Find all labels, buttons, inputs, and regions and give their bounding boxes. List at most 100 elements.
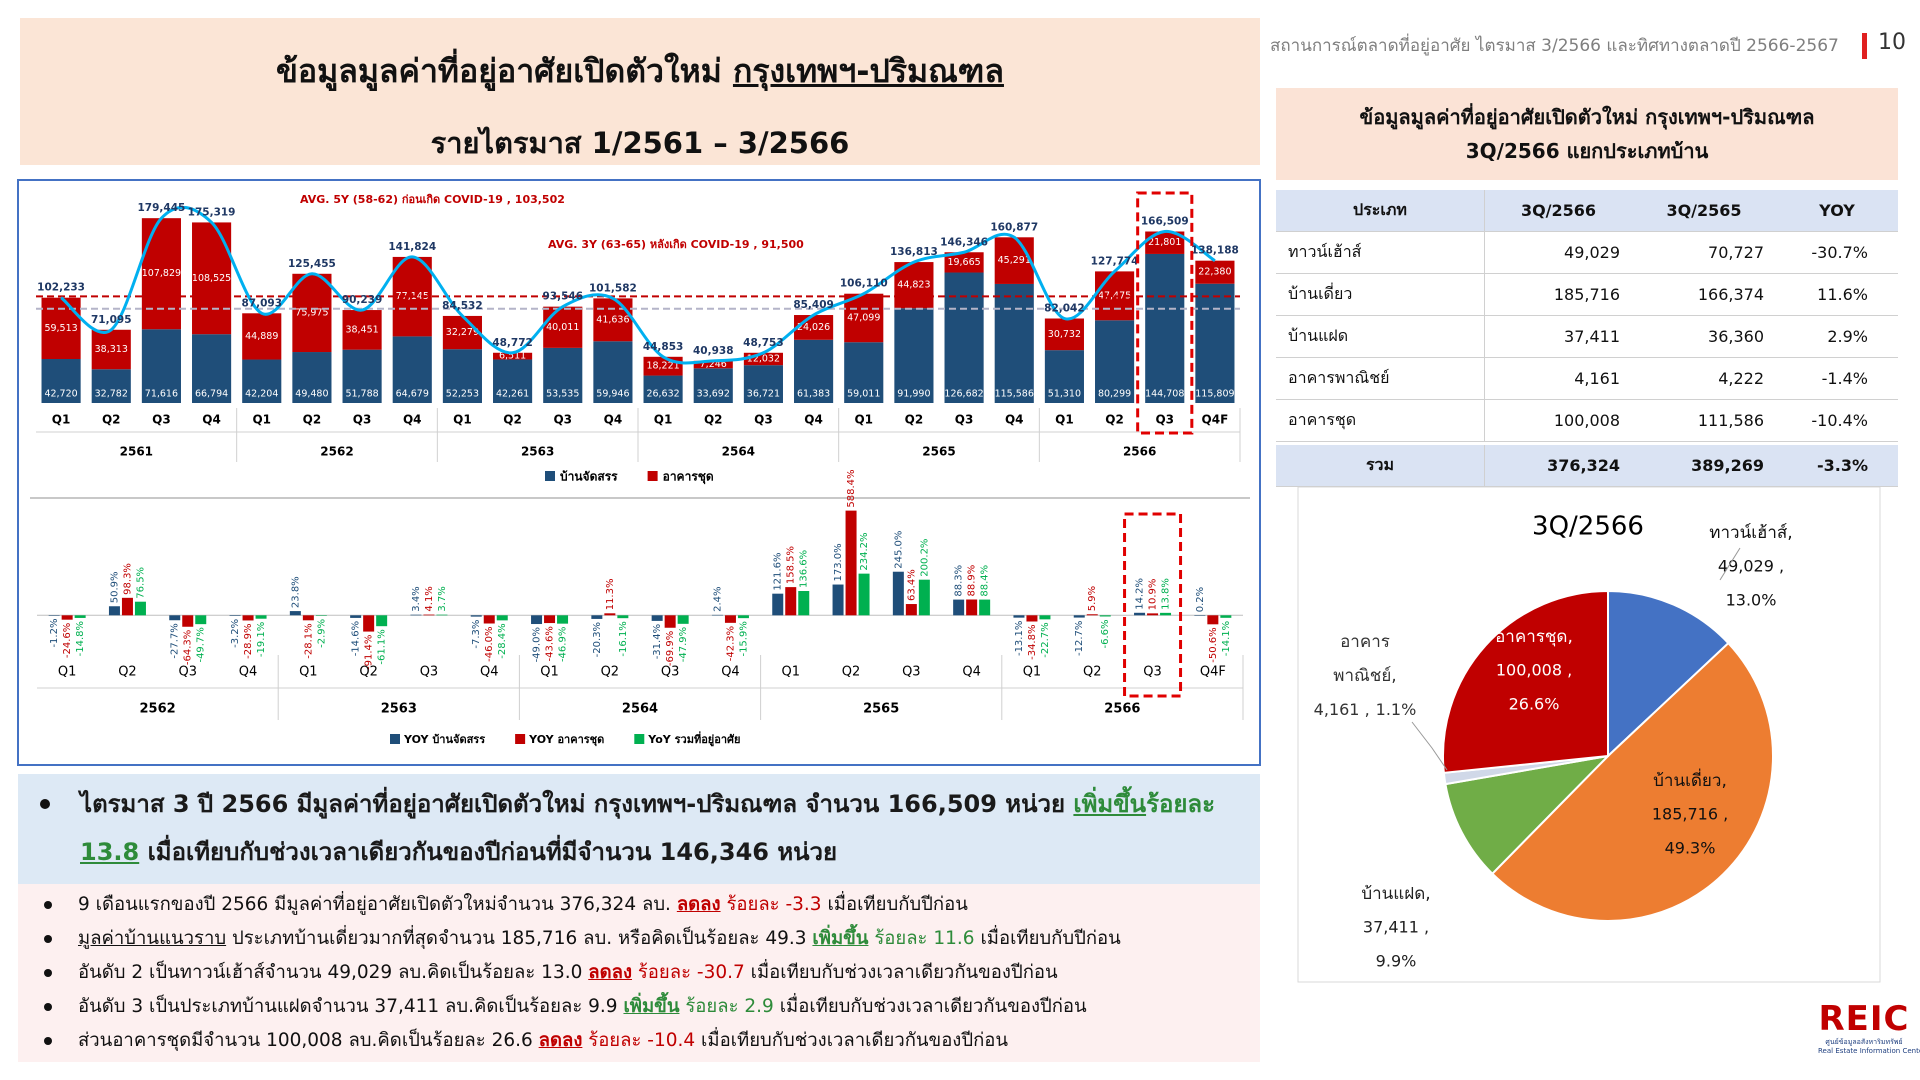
bar bbox=[483, 615, 495, 624]
table-cell: 11.6% bbox=[1817, 285, 1868, 304]
bar bbox=[832, 584, 844, 616]
group-label: 2565 bbox=[863, 702, 899, 717]
bar-label: -28.1% bbox=[303, 623, 314, 658]
total-label: 136,813 bbox=[890, 246, 938, 258]
legend-label: YOY อาคารชุด bbox=[528, 733, 604, 747]
segment-label: 24,026 bbox=[797, 322, 830, 333]
pie-label: บ้านแฝด, bbox=[1361, 884, 1430, 904]
bar bbox=[617, 615, 629, 619]
bar bbox=[1160, 612, 1172, 616]
text: ร้อยละ -10.4 bbox=[582, 1030, 696, 1051]
bar-segment bbox=[442, 315, 482, 350]
x-tick-label: Q2 bbox=[303, 413, 322, 427]
bar-label: -31.4% bbox=[652, 624, 663, 659]
bar bbox=[410, 614, 422, 616]
bar-label: 14.2% bbox=[1135, 578, 1146, 610]
x-tick-label: Q3 bbox=[553, 413, 572, 427]
bar bbox=[651, 615, 663, 621]
total-label: 85,409 bbox=[793, 299, 834, 311]
table-cell: YOY bbox=[1819, 201, 1855, 220]
segment-label: 30,732 bbox=[1048, 329, 1081, 340]
bar-label: -34.8% bbox=[1027, 625, 1038, 660]
sub-bullets: 9 เดือนแรกของปี 2566 มีมูลค่าที่อยู่อาศั… bbox=[18, 884, 1260, 1062]
bar-segment bbox=[844, 342, 884, 403]
bar-segment bbox=[743, 365, 783, 403]
bar-segment bbox=[91, 369, 131, 403]
bar-label: 88.9% bbox=[967, 565, 978, 597]
title-text: ข้อมูลมูลค่าที่อยู่อาศัยเปิดตัวใหม่ bbox=[276, 52, 733, 90]
table-cell: 166,374 bbox=[1697, 285, 1764, 304]
bar-segment bbox=[493, 352, 533, 360]
bar-segment bbox=[392, 336, 432, 403]
x-tick-label: Q3 bbox=[152, 413, 171, 427]
highlight-box bbox=[1123, 512, 1183, 698]
pie-slice bbox=[1607, 589, 1730, 759]
x-tick-label: Q3 bbox=[661, 665, 680, 680]
segment-label: 115,809 bbox=[1195, 389, 1234, 400]
text: ลดลง bbox=[676, 894, 721, 915]
total-label: 127,774 bbox=[1091, 255, 1139, 267]
text: เมื่อเทียบกับช่วงเวลาเดียวกันของปีก่อน bbox=[695, 1030, 1009, 1051]
bar-label: -50.6% bbox=[1208, 627, 1219, 662]
segment-label: 26,632 bbox=[646, 389, 679, 400]
table-cell: 3Q/2565 bbox=[1666, 201, 1742, 220]
bar-segment bbox=[693, 360, 733, 369]
bar-segment bbox=[91, 329, 131, 370]
x-tick-label: Q1 bbox=[252, 413, 271, 427]
total-label: 106,110 bbox=[840, 278, 888, 290]
highlight-box bbox=[1136, 191, 1194, 435]
table-cell: 3Q/2566 bbox=[1520, 201, 1597, 220]
bar-segment bbox=[242, 359, 282, 403]
bar-label: 200.2% bbox=[919, 539, 930, 577]
text: ร้อยละ -30.7 bbox=[631, 962, 745, 983]
bar-label: -47.9% bbox=[678, 627, 689, 662]
segment-label: 12,032 bbox=[747, 353, 780, 364]
total-label: 138,188 bbox=[1191, 245, 1239, 257]
segment-label: 38,451 bbox=[345, 324, 378, 335]
segment-label: 53,535 bbox=[546, 389, 579, 400]
segment-label: 51,788 bbox=[345, 389, 378, 400]
bar bbox=[436, 614, 448, 616]
header-title: ข้อมูลมูลค่าที่อยู่อาศัยเปิดตัวใหม่ กรุง… bbox=[20, 46, 1260, 97]
segment-label: 22,380 bbox=[1198, 267, 1231, 278]
bar-label: -61.1% bbox=[377, 629, 388, 664]
x-tick-label: Q4 bbox=[480, 665, 499, 680]
bar bbox=[1099, 615, 1111, 617]
bar bbox=[302, 615, 314, 621]
x-tick-label: Q2 bbox=[503, 413, 522, 427]
group-label: 2566 bbox=[1104, 702, 1140, 717]
bar-segment bbox=[994, 283, 1034, 403]
legend-swatch bbox=[634, 734, 645, 744]
bar-segment bbox=[944, 272, 984, 403]
bar-segment bbox=[794, 339, 834, 403]
segment-label: 44,823 bbox=[897, 280, 930, 291]
bar-label: -27.7% bbox=[170, 623, 181, 658]
text: 9 เดือนแรกของปี 2566 มีมูลค่าที่อยู่อาศั… bbox=[78, 894, 677, 915]
bar bbox=[905, 604, 917, 616]
segment-label: 64,679 bbox=[396, 389, 429, 400]
bar bbox=[169, 615, 181, 621]
x-tick-label: Q3 bbox=[955, 413, 974, 427]
bar-label: 63.4% bbox=[906, 569, 917, 601]
bar-segment bbox=[1095, 320, 1135, 403]
x-tick-label: Q2 bbox=[118, 665, 137, 680]
table-cell: 100,008 bbox=[1553, 411, 1620, 430]
text: เมื่อเทียบกับช่วงเวลาเดียวกันของปีก่อน bbox=[773, 996, 1087, 1017]
bar bbox=[1086, 614, 1098, 616]
table-cell: 70,727 bbox=[1708, 243, 1764, 262]
bar bbox=[376, 615, 388, 627]
table-cell: -3.3% bbox=[1816, 456, 1868, 475]
total-label: 179,445 bbox=[138, 202, 186, 214]
x-tick-label: Q1 bbox=[654, 413, 673, 427]
bar-label: -91.4% bbox=[364, 635, 375, 670]
legend-swatch bbox=[515, 734, 526, 744]
legend-swatch bbox=[647, 471, 658, 481]
legend-label: อาคารชุด bbox=[663, 470, 714, 485]
table-cell: ทาวน์เฮ้าส์ bbox=[1276, 232, 1485, 273]
bar-label: -24.6% bbox=[62, 623, 73, 658]
x-tick-label: Q4 bbox=[962, 665, 981, 680]
x-tick-label: Q1 bbox=[1023, 665, 1042, 680]
pie-label-line: พาณิชย์, bbox=[1333, 666, 1396, 686]
bar-label: -12.7% bbox=[1074, 621, 1085, 656]
segment-label: 42,204 bbox=[245, 389, 278, 400]
